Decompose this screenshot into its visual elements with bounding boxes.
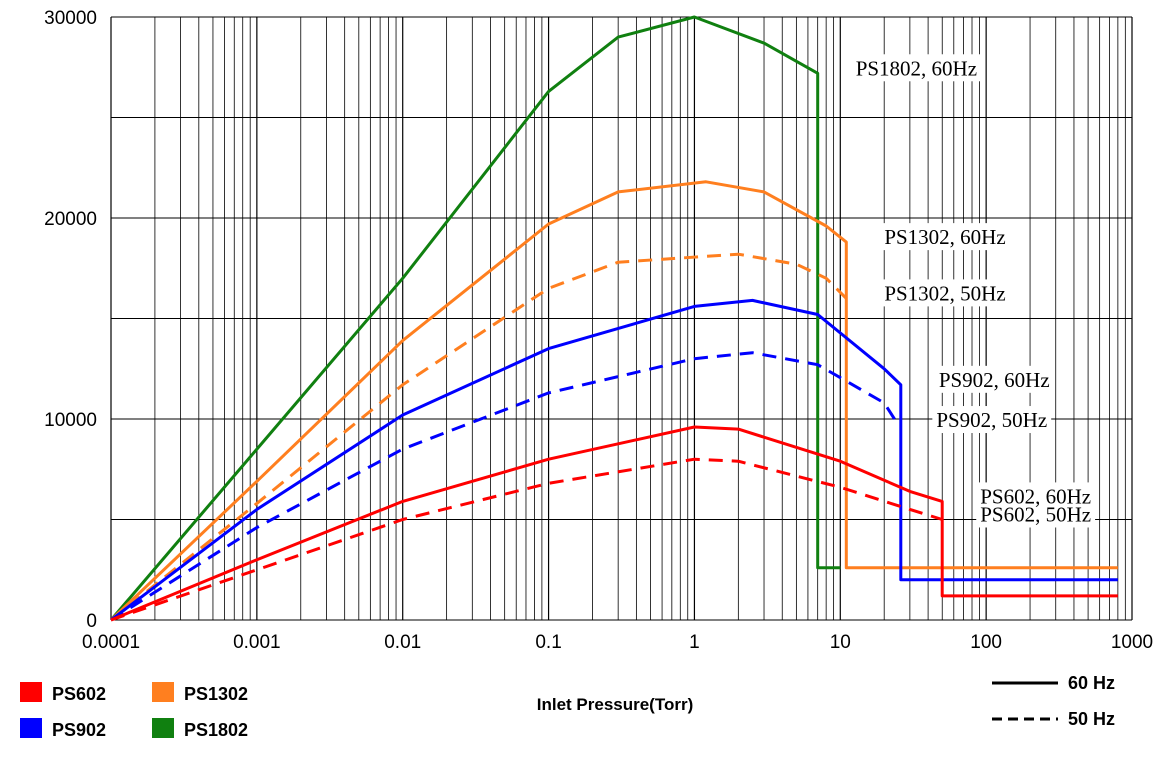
x-tick-label: 0.0001 bbox=[82, 632, 140, 653]
legend-label: PS1302 bbox=[184, 684, 248, 704]
y-tick-labels: 0 10000 20000 30000 bbox=[44, 8, 97, 632]
series-line-ps902-50hz bbox=[110, 351, 900, 622]
x-axis-label: Inlet Pressure(Torr) bbox=[537, 695, 694, 714]
x-tick-labels: 0.0001 0.001 0.01 0.1 1 10 100 1000 bbox=[82, 632, 1153, 653]
legend: PS602 PS1302 PS902 PS1802 60 Hz 50 Hz bbox=[20, 673, 1115, 740]
y-tick-label: 20000 bbox=[44, 209, 97, 230]
annotation-label: PS902, 60Hz bbox=[939, 368, 1050, 392]
series-line-ps1302-60hz bbox=[109, 180, 1118, 622]
series-line-ps902-60hz bbox=[110, 298, 1118, 622]
series-line-ps602-50hz bbox=[110, 457, 943, 622]
legend-label: PS902 bbox=[52, 720, 106, 740]
x-tick-label: 100 bbox=[970, 632, 1002, 653]
series-line-ps1302-50hz bbox=[110, 252, 848, 622]
x-tick-label: 1000 bbox=[1111, 632, 1153, 653]
x-tick-label: 1 bbox=[689, 632, 700, 653]
legend-swatch bbox=[152, 682, 174, 702]
annotation-label: PS1302, 60Hz bbox=[884, 225, 1005, 249]
series-lines bbox=[109, 15, 1118, 622]
x-tick-label: 0.001 bbox=[233, 632, 281, 653]
legend-swatch bbox=[152, 718, 174, 738]
x-tick-label: 0.1 bbox=[535, 632, 561, 653]
legend-swatch bbox=[20, 718, 42, 738]
x-tick-label: 0.01 bbox=[384, 632, 421, 653]
annotation-bg bbox=[880, 279, 1010, 307]
annotation-label: PS902, 50Hz bbox=[936, 408, 1047, 432]
series-line-ps1802-60hz bbox=[109, 15, 841, 621]
grid bbox=[110, 16, 1133, 621]
legend-line-label: 60 Hz bbox=[1068, 673, 1115, 693]
annotation-bg bbox=[851, 54, 982, 82]
y-tick-label: 30000 bbox=[44, 8, 97, 29]
annotation-label: PS1802, 60Hz bbox=[856, 56, 977, 80]
y-tick-label: 10000 bbox=[44, 410, 97, 431]
annotation-bg bbox=[934, 365, 1054, 393]
annotation-label: PS602, 60Hz bbox=[980, 484, 1091, 508]
annotations: PS1802, 60Hz PS1302, 60Hz PS1302, 50Hz PS90… bbox=[856, 56, 1091, 526]
legend-label: PS1802 bbox=[184, 720, 248, 740]
annotation-bg bbox=[880, 223, 1010, 251]
legend-label: PS602 bbox=[52, 684, 106, 704]
annotation-label: PS602, 50Hz bbox=[980, 503, 1091, 527]
annotation-bg bbox=[976, 500, 1096, 528]
x-tick-label: 10 bbox=[830, 632, 851, 653]
y-tick-label: 0 bbox=[86, 611, 97, 632]
annotation-bg bbox=[932, 406, 1052, 434]
annotation-backgrounds bbox=[851, 54, 1096, 528]
legend-line-label: 50 Hz bbox=[1068, 709, 1115, 729]
legend-swatch bbox=[20, 682, 42, 702]
annotation-label: PS1302, 50Hz bbox=[884, 281, 1005, 305]
series-line-ps602-60hz bbox=[110, 425, 1118, 622]
